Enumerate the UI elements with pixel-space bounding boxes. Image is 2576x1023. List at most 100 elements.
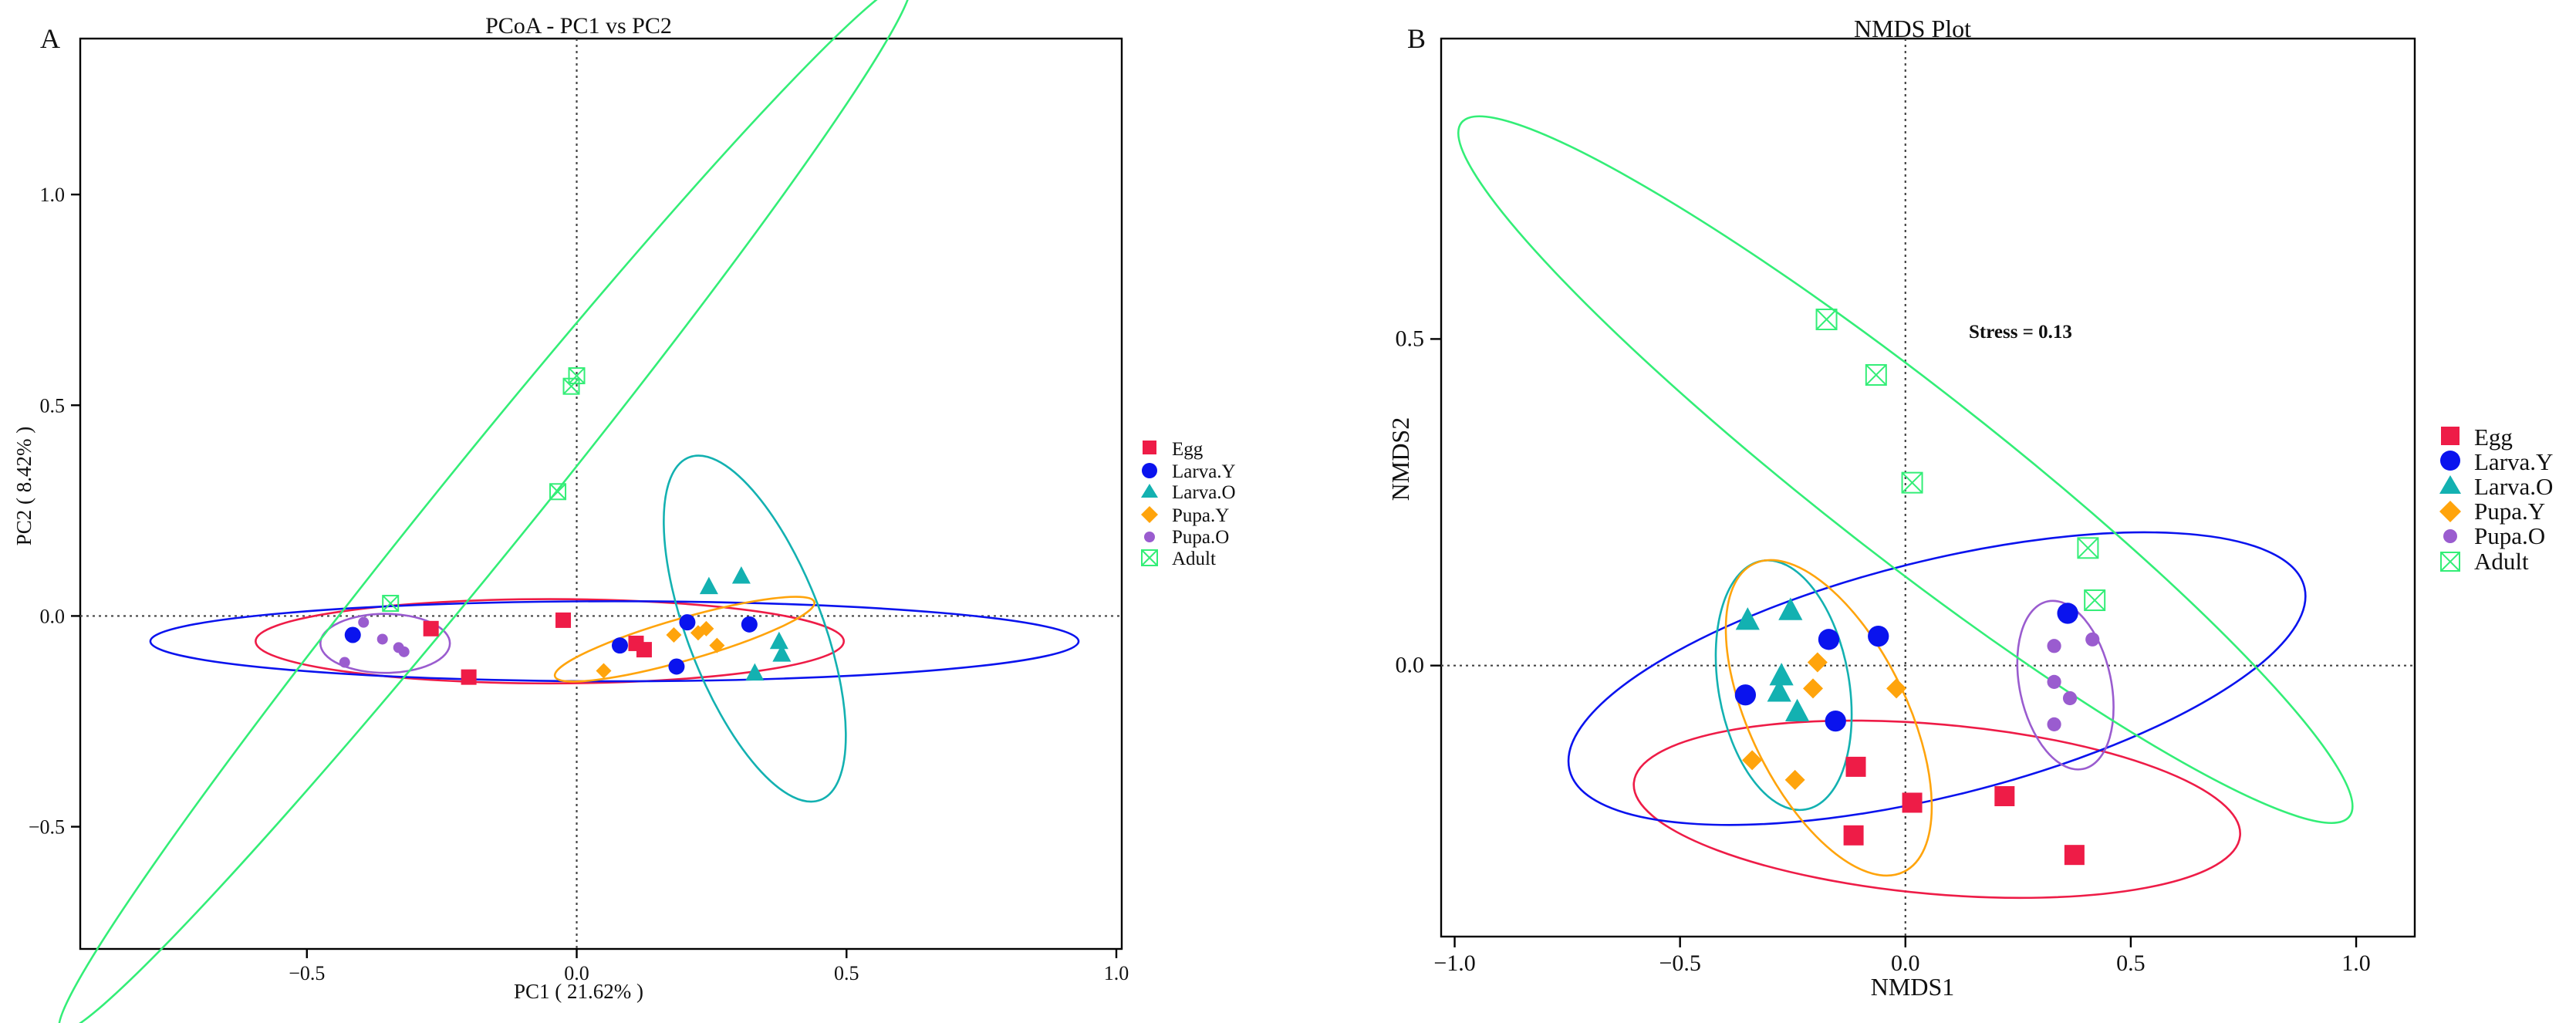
panel-b-stress-annotation: Stress = 0.13 <box>1969 322 2072 343</box>
panel-a-y-tick-label: 1.0 <box>40 184 66 206</box>
legend-label: Pupa.O <box>2474 522 2545 549</box>
confidence-ellipse-larva-y <box>149 600 1080 683</box>
legend-label: Larva.Y <box>2474 448 2553 475</box>
data-point-larva-y <box>679 614 696 631</box>
data-point-egg <box>2064 845 2085 866</box>
data-point-pupa-y <box>1803 678 1824 699</box>
legend-label: Egg <box>1172 439 1204 460</box>
data-point-pupa-y <box>1886 678 1907 699</box>
data-point-larva-o <box>1769 663 1794 686</box>
data-point-pupa-y <box>596 663 612 679</box>
data-point-pupa-y <box>1784 769 1805 790</box>
legend-marker <box>2440 451 2460 471</box>
data-point-larva-y <box>1734 684 1757 706</box>
data-point-pupa-y <box>666 627 682 643</box>
panel-a-legend: Egg Larva.Y Larva.O Pupa.Y Pupa.O <box>1141 439 1236 569</box>
data-point-pupa-o <box>2062 690 2078 706</box>
confidence-ellipse-pupa-o <box>319 613 451 674</box>
panel-a-x-tick-label: 1.0 <box>1104 962 1129 984</box>
panel-b-points <box>1734 309 2106 866</box>
legend-label: Pupa.O <box>1172 527 1229 548</box>
data-point-adult <box>1901 471 1923 494</box>
panel-b-x-axis-label: NMDS1 <box>1871 973 1954 1001</box>
data-point-egg <box>555 612 572 628</box>
panel-b: B NMDS Plot NMDS2 NMDS1 Stress = 0.13 −1… <box>1386 15 2553 1001</box>
panel-a-label: A <box>40 23 60 54</box>
panel-b-legend: Egg Larva.Y Larva.O Pupa.Y Pupa.O <box>2439 424 2553 575</box>
data-point-larva-y <box>344 626 361 643</box>
panel-a: A PCoA - PC1 vs PC2 PC2 ( 8.42% ) PC1 ( … <box>12 0 1236 1023</box>
panel-b-y-tick-label: 0.5 <box>1396 326 1425 351</box>
data-point-larva-y <box>1868 625 1889 647</box>
panel-b-label: B <box>1407 23 1426 54</box>
legend-item-adult: Adult <box>2440 548 2529 575</box>
legend-marker <box>2439 475 2461 494</box>
data-point-egg <box>461 669 477 685</box>
legend-item-pupa-y: Pupa.Y <box>2439 498 2545 525</box>
legend-item-larva-y: Larva.Y <box>1142 461 1236 482</box>
data-point-pupa-o <box>2047 639 2061 653</box>
panel-a-zero-lines <box>80 39 1122 949</box>
data-point-larva-o <box>769 631 788 650</box>
confidence-ellipse-egg <box>255 598 846 685</box>
legend-marker <box>1144 532 1155 542</box>
legend-marker <box>2443 529 2457 543</box>
legend-item-larva-o: Larva.O <box>2439 473 2553 500</box>
confidence-ellipse-egg <box>1632 719 2241 900</box>
panel-a-plot-frame <box>79 37 1123 950</box>
panel-a-x-axis: −0.5 0.0 0.5 1.0 <box>289 949 1129 984</box>
data-point-larva-o <box>1784 698 1810 721</box>
legend-label: Larva.Y <box>1172 461 1236 482</box>
panel-b-y-tick-label: 0.0 <box>1396 653 1425 678</box>
data-point-larva-y <box>2057 603 2078 624</box>
panel-b-x-tick-label: −0.5 <box>1659 950 1700 976</box>
data-point-egg <box>636 642 652 658</box>
legend-label: Larva.O <box>1172 482 1236 503</box>
legend-marker <box>1141 549 1158 566</box>
data-point-adult <box>382 595 400 613</box>
panel-b-ellipses <box>1457 115 2354 900</box>
data-point-adult <box>2077 537 2099 559</box>
legend-label: Pupa.Y <box>1172 505 1229 526</box>
legend-label: Adult <box>2474 548 2529 575</box>
legend-item-adult: Adult <box>1141 549 1216 569</box>
panel-a-y-tick-label: 0.0 <box>40 605 66 627</box>
legend-label: Larva.O <box>2474 473 2553 500</box>
data-point-pupa-o <box>339 657 350 668</box>
data-point-larva-y <box>741 616 758 633</box>
data-point-larva-o <box>699 576 718 595</box>
data-point-larva-y <box>668 658 685 675</box>
legend-marker <box>1141 484 1158 498</box>
confidence-ellipse-adult <box>1457 115 2354 824</box>
data-point-egg <box>1843 825 1864 846</box>
data-point-larva-o <box>1767 679 1791 702</box>
data-point-pupa-y <box>698 620 714 636</box>
panel-a-x-tick-label: 0.0 <box>564 962 589 984</box>
data-point-pupa-y <box>1807 652 1828 673</box>
data-point-adult <box>1865 363 1887 386</box>
data-point-larva-y <box>1825 710 1846 732</box>
data-point-pupa-o <box>2047 674 2061 689</box>
legend-label: Egg <box>2474 424 2513 451</box>
legend-marker <box>1142 463 1157 478</box>
legend-label: Adult <box>1172 549 1216 569</box>
legend-marker <box>2440 552 2460 572</box>
panel-a-y-tick-label: 0.5 <box>40 394 66 417</box>
panel-b-plot-frame <box>1440 37 2416 938</box>
panel-b-zero-lines <box>1441 39 2415 937</box>
legend-item-larva-y: Larva.Y <box>2440 448 2553 475</box>
data-point-egg <box>1994 785 2015 806</box>
data-point-adult <box>549 483 567 501</box>
panel-b-y-axis-label: NMDS2 <box>1386 417 1414 501</box>
legend-item-larva-o: Larva.O <box>1141 482 1236 503</box>
legend-marker <box>2439 501 2461 522</box>
panel-a-title: PCoA - PC1 vs PC2 <box>485 13 672 39</box>
panel-a-points <box>339 367 792 685</box>
confidence-ellipse-larva-y <box>1567 531 2307 826</box>
panel-b-y-axis: 0.0 0.5 <box>1396 326 1441 678</box>
data-point-pupa-o <box>2085 632 2100 647</box>
panel-b-x-axis: −1.0 −0.5 0.0 0.5 1.0 <box>1433 937 2371 976</box>
panel-a-y-tick-label: −0.5 <box>29 816 65 839</box>
panel-b-x-tick-label: 0.0 <box>1891 950 1920 976</box>
